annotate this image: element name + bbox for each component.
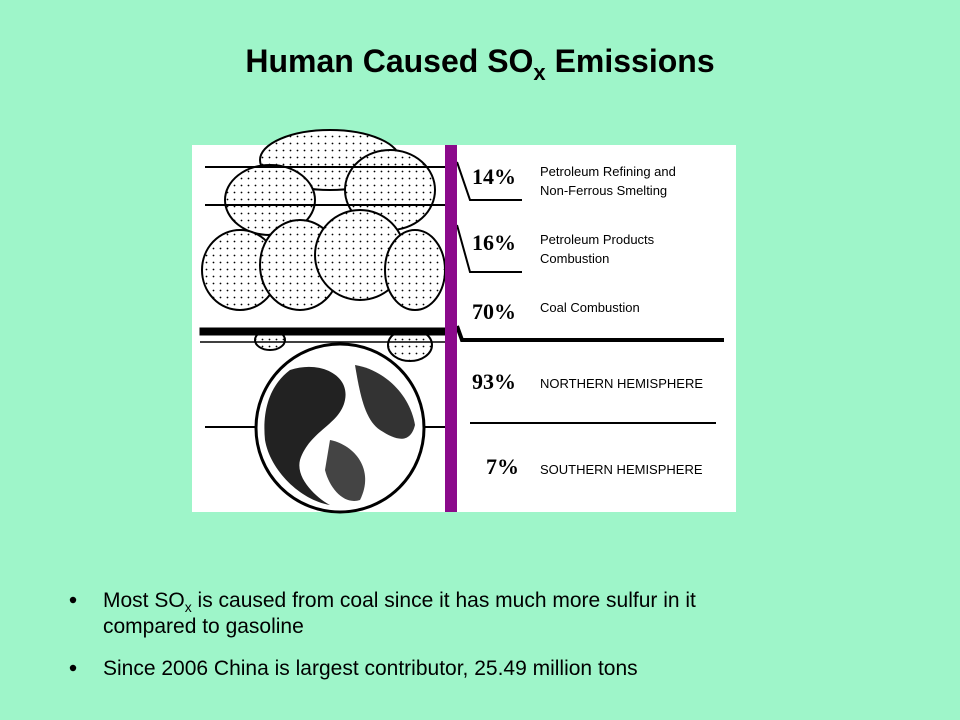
clouds [201,129,446,362]
source-label: NORTHERN HEMISPHERE [540,376,703,391]
divider-bar [445,145,457,512]
bullet-text: Since 2006 China is largest contributor,… [103,657,638,680]
bullet-text: Most SOx is caused from coal since it ha… [103,589,696,615]
title-text: Human Caused SO [245,43,533,79]
source-label: SOUTHERN HEMISPHERE [540,462,703,477]
percent-label: 93% [472,369,516,394]
percent-label: 7% [486,454,519,479]
bullet-continuation: compared to gasoline [103,615,304,638]
rule-lines [199,161,724,428]
title-subscript: x [533,60,546,85]
bullet-text-part: Most SO [103,589,185,612]
source-label: Non-Ferrous Smelting [540,183,667,198]
globe [254,342,426,514]
figure-labels: 14% Petroleum Refining and Non-Ferrous Sme… [472,164,703,479]
bullet-text-part: Since 2006 China is largest contributor,… [103,657,638,680]
bullet-list: Most SOx is caused from coal since it ha… [69,589,696,680]
source-label: Coal Combustion [540,300,640,315]
percent-label: 16% [472,230,516,255]
title-text: Emissions [546,43,715,79]
bullet-text-part: is caused from coal since it has much mo… [192,589,696,612]
percent-label: 70% [472,299,516,324]
slide-title: Human Caused SOx Emissions [245,43,714,85]
bullet-subscript: x [185,599,192,615]
source-label: Petroleum Refining and [540,164,676,179]
source-label: Combustion [540,251,609,266]
percent-label: 14% [472,164,516,189]
bullet-dot [69,596,77,604]
figure [192,129,736,514]
bullet-dot [69,664,77,672]
source-label: Petroleum Products [540,232,655,247]
